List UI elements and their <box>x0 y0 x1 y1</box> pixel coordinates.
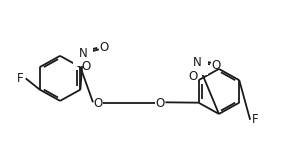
Text: O: O <box>155 96 165 110</box>
Text: N: N <box>79 47 87 60</box>
Text: F: F <box>17 72 23 85</box>
Text: O: O <box>188 70 198 83</box>
Text: F: F <box>252 113 259 126</box>
Text: O: O <box>100 41 109 54</box>
Text: N: N <box>193 56 202 69</box>
Text: O: O <box>212 59 221 72</box>
Text: O: O <box>94 96 103 110</box>
Text: O: O <box>81 60 90 73</box>
